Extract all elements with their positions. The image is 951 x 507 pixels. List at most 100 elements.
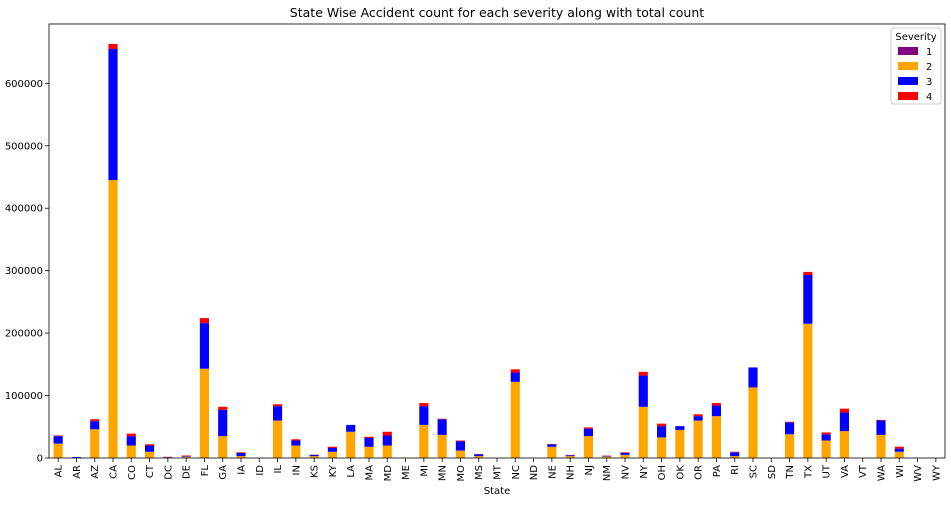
bar-TN-severity-3 <box>785 422 794 434</box>
x-tick-label-NV: NV <box>621 465 632 479</box>
bar-IN-severity-2 <box>291 446 300 458</box>
x-tick-label-KY: KY <box>328 464 339 477</box>
x-tick-label-WA: WA <box>877 465 888 481</box>
bar-IN-severity-4 <box>291 439 300 440</box>
x-tick-label-WV: WV <box>913 465 924 482</box>
legend-label-severity-1: 1 <box>926 47 932 58</box>
bar-MD-severity-4 <box>383 432 392 436</box>
bar-CT-severity-4 <box>145 444 154 445</box>
bar-WI-severity-3 <box>895 449 904 452</box>
bar-AL-severity-4 <box>54 436 63 437</box>
bar-CO-severity-2 <box>127 446 136 458</box>
x-tick-label-FL: FL <box>200 465 211 477</box>
bar-OH-severity-3 <box>657 426 666 437</box>
bar-AZ-severity-2 <box>90 429 99 458</box>
bar-WA-severity-2 <box>876 435 885 458</box>
bar-NY-severity-2 <box>639 407 648 458</box>
legend-swatch-severity-2 <box>898 62 918 70</box>
legend-swatch-severity-4 <box>898 92 918 100</box>
bar-DE-severity-3 <box>182 456 191 457</box>
x-tick-label-MN: MN <box>438 465 449 481</box>
bar-IL-severity-3 <box>273 406 282 420</box>
bar-NY-severity-4 <box>639 372 648 376</box>
y-tick-label: 200000 <box>5 329 43 340</box>
bar-IA-severity-3 <box>236 453 245 456</box>
bar-IL-severity-2 <box>273 421 282 458</box>
bar-VA-severity-4 <box>840 409 849 413</box>
bar-KY-severity-2 <box>328 452 337 458</box>
bar-AZ-severity-4 <box>90 419 99 421</box>
legend-label-severity-3: 3 <box>926 77 932 88</box>
x-tick-label-MA: MA <box>365 465 376 481</box>
bar-OK-severity-2 <box>675 430 684 458</box>
bar-FL-severity-4 <box>200 318 209 323</box>
bar-PA-severity-4 <box>712 403 721 406</box>
bar-OR-severity-3 <box>694 416 703 420</box>
bar-VA-severity-3 <box>840 412 849 431</box>
bar-NM-severity-3 <box>602 456 611 457</box>
x-tick-label-NC: NC <box>511 465 522 479</box>
bar-SC-severity-2 <box>748 387 757 458</box>
bar-NC-severity-4 <box>511 369 520 372</box>
bar-FL-severity-3 <box>200 323 209 369</box>
bar-NE-severity-3 <box>547 444 556 447</box>
bar-LA-severity-3 <box>346 425 355 432</box>
chart-title: State Wise Accident count for each sever… <box>290 5 704 20</box>
x-tick-label-OH: OH <box>657 465 668 480</box>
x-tick-label-IA: IA <box>237 465 248 475</box>
x-tick-label-KS: KS <box>310 465 321 478</box>
bar-MO-severity-3 <box>456 441 465 450</box>
bar-VA-severity-2 <box>840 431 849 458</box>
bar-OR-severity-4 <box>694 414 703 416</box>
x-tick-label-MS: MS <box>474 465 485 480</box>
y-tick-label: 500000 <box>5 141 43 152</box>
x-axis-label: State <box>484 486 510 497</box>
x-tick-label-NJ: NJ <box>584 465 595 475</box>
bar-MA-severity-2 <box>364 447 373 458</box>
bar-DE-severity-4 <box>182 456 191 457</box>
x-tick-label-SC: SC <box>749 465 760 478</box>
bar-CO-severity-4 <box>127 434 136 437</box>
bar-MI-severity-4 <box>419 403 428 406</box>
x-tick-label-TX: TX <box>803 465 814 479</box>
x-tick-label-NE: NE <box>547 465 558 479</box>
legend-label-severity-4: 4 <box>926 92 932 103</box>
x-tick-label-VT: VT <box>858 464 869 478</box>
x-tick-label-CT: CT <box>145 464 156 478</box>
bar-NC-severity-3 <box>511 372 520 381</box>
bar-MS-severity-3 <box>474 454 483 456</box>
x-tick-label-NH: NH <box>566 465 577 480</box>
x-tick-label-OR: OR <box>694 465 705 480</box>
legend-label-severity-2: 2 <box>926 62 932 73</box>
bar-NC-severity-2 <box>511 382 520 458</box>
bar-IA-severity-4 <box>236 452 245 453</box>
bar-CO-severity-3 <box>127 436 136 445</box>
x-tick-label-AL: AL <box>54 465 65 478</box>
bar-UT-severity-2 <box>822 441 831 458</box>
x-tick-label-UT: UT <box>822 464 833 478</box>
bar-WI-severity-4 <box>895 447 904 449</box>
bar-KS-severity-3 <box>310 455 319 456</box>
bar-OK-severity-3 <box>675 426 684 430</box>
bar-MA-severity-3 <box>364 438 373 447</box>
x-tick-label-CA: CA <box>109 465 120 479</box>
bar-MI-severity-2 <box>419 425 428 458</box>
bar-WA-severity-4 <box>876 420 885 421</box>
x-tick-label-NY: NY <box>639 464 650 478</box>
bar-CT-severity-2 <box>145 452 154 458</box>
bar-MA-severity-4 <box>364 437 373 438</box>
bar-TX-severity-2 <box>803 324 812 458</box>
x-tick-label-AZ: AZ <box>90 465 101 479</box>
y-tick-label: 400000 <box>5 204 43 215</box>
y-tick-label: 300000 <box>5 266 43 277</box>
bar-MI-severity-3 <box>419 406 428 425</box>
bar-NV-severity-2 <box>620 455 629 458</box>
x-tick-label-VA: VA <box>840 465 851 478</box>
bars-group <box>54 44 923 458</box>
x-tick-label-NM: NM <box>602 465 613 481</box>
